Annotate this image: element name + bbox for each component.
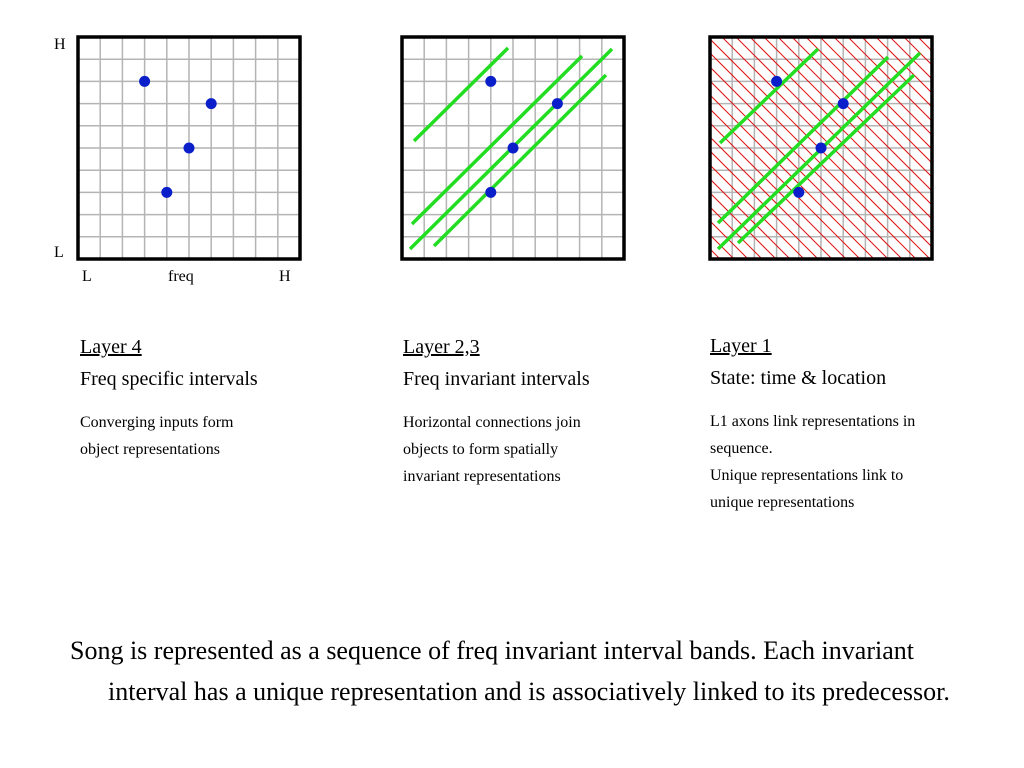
- layer1-desc-line: L1 axons link representations in: [710, 413, 916, 430]
- layer23-desc-line: Horizontal connections join: [403, 414, 581, 431]
- red-hatch-line: [710, 94, 875, 259]
- red-hatch-line: [749, 37, 932, 220]
- green-band-line: [736, 73, 916, 245]
- summary-paragraph: Song is represented as a sequence of fre…: [70, 636, 950, 706]
- layer23-title: Layer 2,3: [403, 336, 480, 358]
- red-hatch-line: [710, 220, 749, 259]
- green-band-line: [716, 55, 890, 225]
- red-hatch-line: [710, 150, 819, 259]
- red-hatch-line: [735, 37, 932, 234]
- red-hatch-line: [710, 80, 889, 259]
- data-dot: [485, 186, 497, 198]
- layer4-subtitle: Freq specific intervals: [80, 368, 258, 390]
- red-hatch-line: [710, 52, 917, 259]
- panel-border: [400, 35, 626, 261]
- red-hatch-line: [805, 37, 932, 164]
- red-hatch-line: [710, 66, 903, 259]
- data-dot: [793, 186, 805, 198]
- layer23-desc-line: objects to form spatially: [403, 441, 559, 458]
- data-dot: [485, 75, 497, 87]
- green-band-line: [718, 47, 820, 145]
- red-hatch-line: [710, 122, 847, 259]
- x-axis-low-label: L: [82, 268, 92, 285]
- red-hatch-line: [875, 37, 932, 94]
- layer4-title: Layer 4: [80, 336, 142, 358]
- data-dot: [183, 142, 195, 154]
- x-axis-high-label: H: [279, 268, 291, 285]
- panel-border: [708, 35, 934, 261]
- layer1-desc-line: Unique representations link to: [710, 467, 904, 484]
- layer4-block: Layer 4 Freq specific intervals Convergi…: [80, 331, 380, 463]
- green-band-line: [410, 54, 584, 226]
- layer1-desc-line: unique representations: [710, 494, 855, 511]
- data-dot: [161, 186, 173, 198]
- data-dot: [551, 98, 563, 110]
- red-hatch-line: [777, 37, 932, 192]
- data-dot: [837, 98, 849, 110]
- layer23-desc-line: invariant representations: [403, 468, 561, 485]
- layer23-grid-panel: [400, 35, 626, 261]
- red-hatch-line: [710, 206, 763, 259]
- data-dot: [507, 142, 519, 154]
- red-hatch-line: [710, 136, 833, 259]
- layer4-grid-panel: [76, 35, 302, 261]
- layer1-title: Layer 1: [710, 335, 772, 357]
- layer1-block: Layer 1 State: time & location L1 axons …: [710, 330, 1020, 516]
- layer23-block: Layer 2,3 Freq invariant intervals Horiz…: [403, 331, 703, 490]
- x-axis-freq-label: freq: [168, 268, 194, 285]
- data-dot: [771, 75, 783, 87]
- data-dot: [205, 98, 217, 110]
- layer1-desc-line: sequence.: [710, 440, 773, 457]
- red-hatch-line: [847, 37, 932, 122]
- layer4-desc-line: Converging inputs form: [80, 414, 234, 431]
- summary-text: Song is represented as a sequence of fre…: [70, 630, 990, 712]
- red-hatch-line: [791, 37, 932, 178]
- y-axis-high-label: H: [54, 36, 66, 53]
- layer23-subtitle: Freq invariant intervals: [403, 368, 590, 390]
- red-hatch-line: [710, 178, 791, 259]
- red-hatch: [710, 37, 932, 259]
- red-hatch-line: [889, 37, 932, 80]
- red-hatch-line: [710, 108, 861, 259]
- red-hatch-line: [721, 37, 932, 248]
- red-hatch-line: [763, 37, 932, 206]
- layer1-subtitle: State: time & location: [710, 367, 887, 389]
- y-axis-low-label: L: [54, 244, 64, 261]
- red-hatch-line: [710, 164, 805, 259]
- data-dot: [815, 142, 827, 154]
- red-hatch-line: [710, 192, 777, 259]
- data-dot: [139, 75, 151, 87]
- panel-border: [76, 35, 302, 261]
- layer4-desc-line: object representations: [80, 441, 220, 458]
- green-band-line: [432, 73, 608, 248]
- green-band-line: [412, 46, 510, 143]
- layer1-grid-panel: [708, 35, 934, 261]
